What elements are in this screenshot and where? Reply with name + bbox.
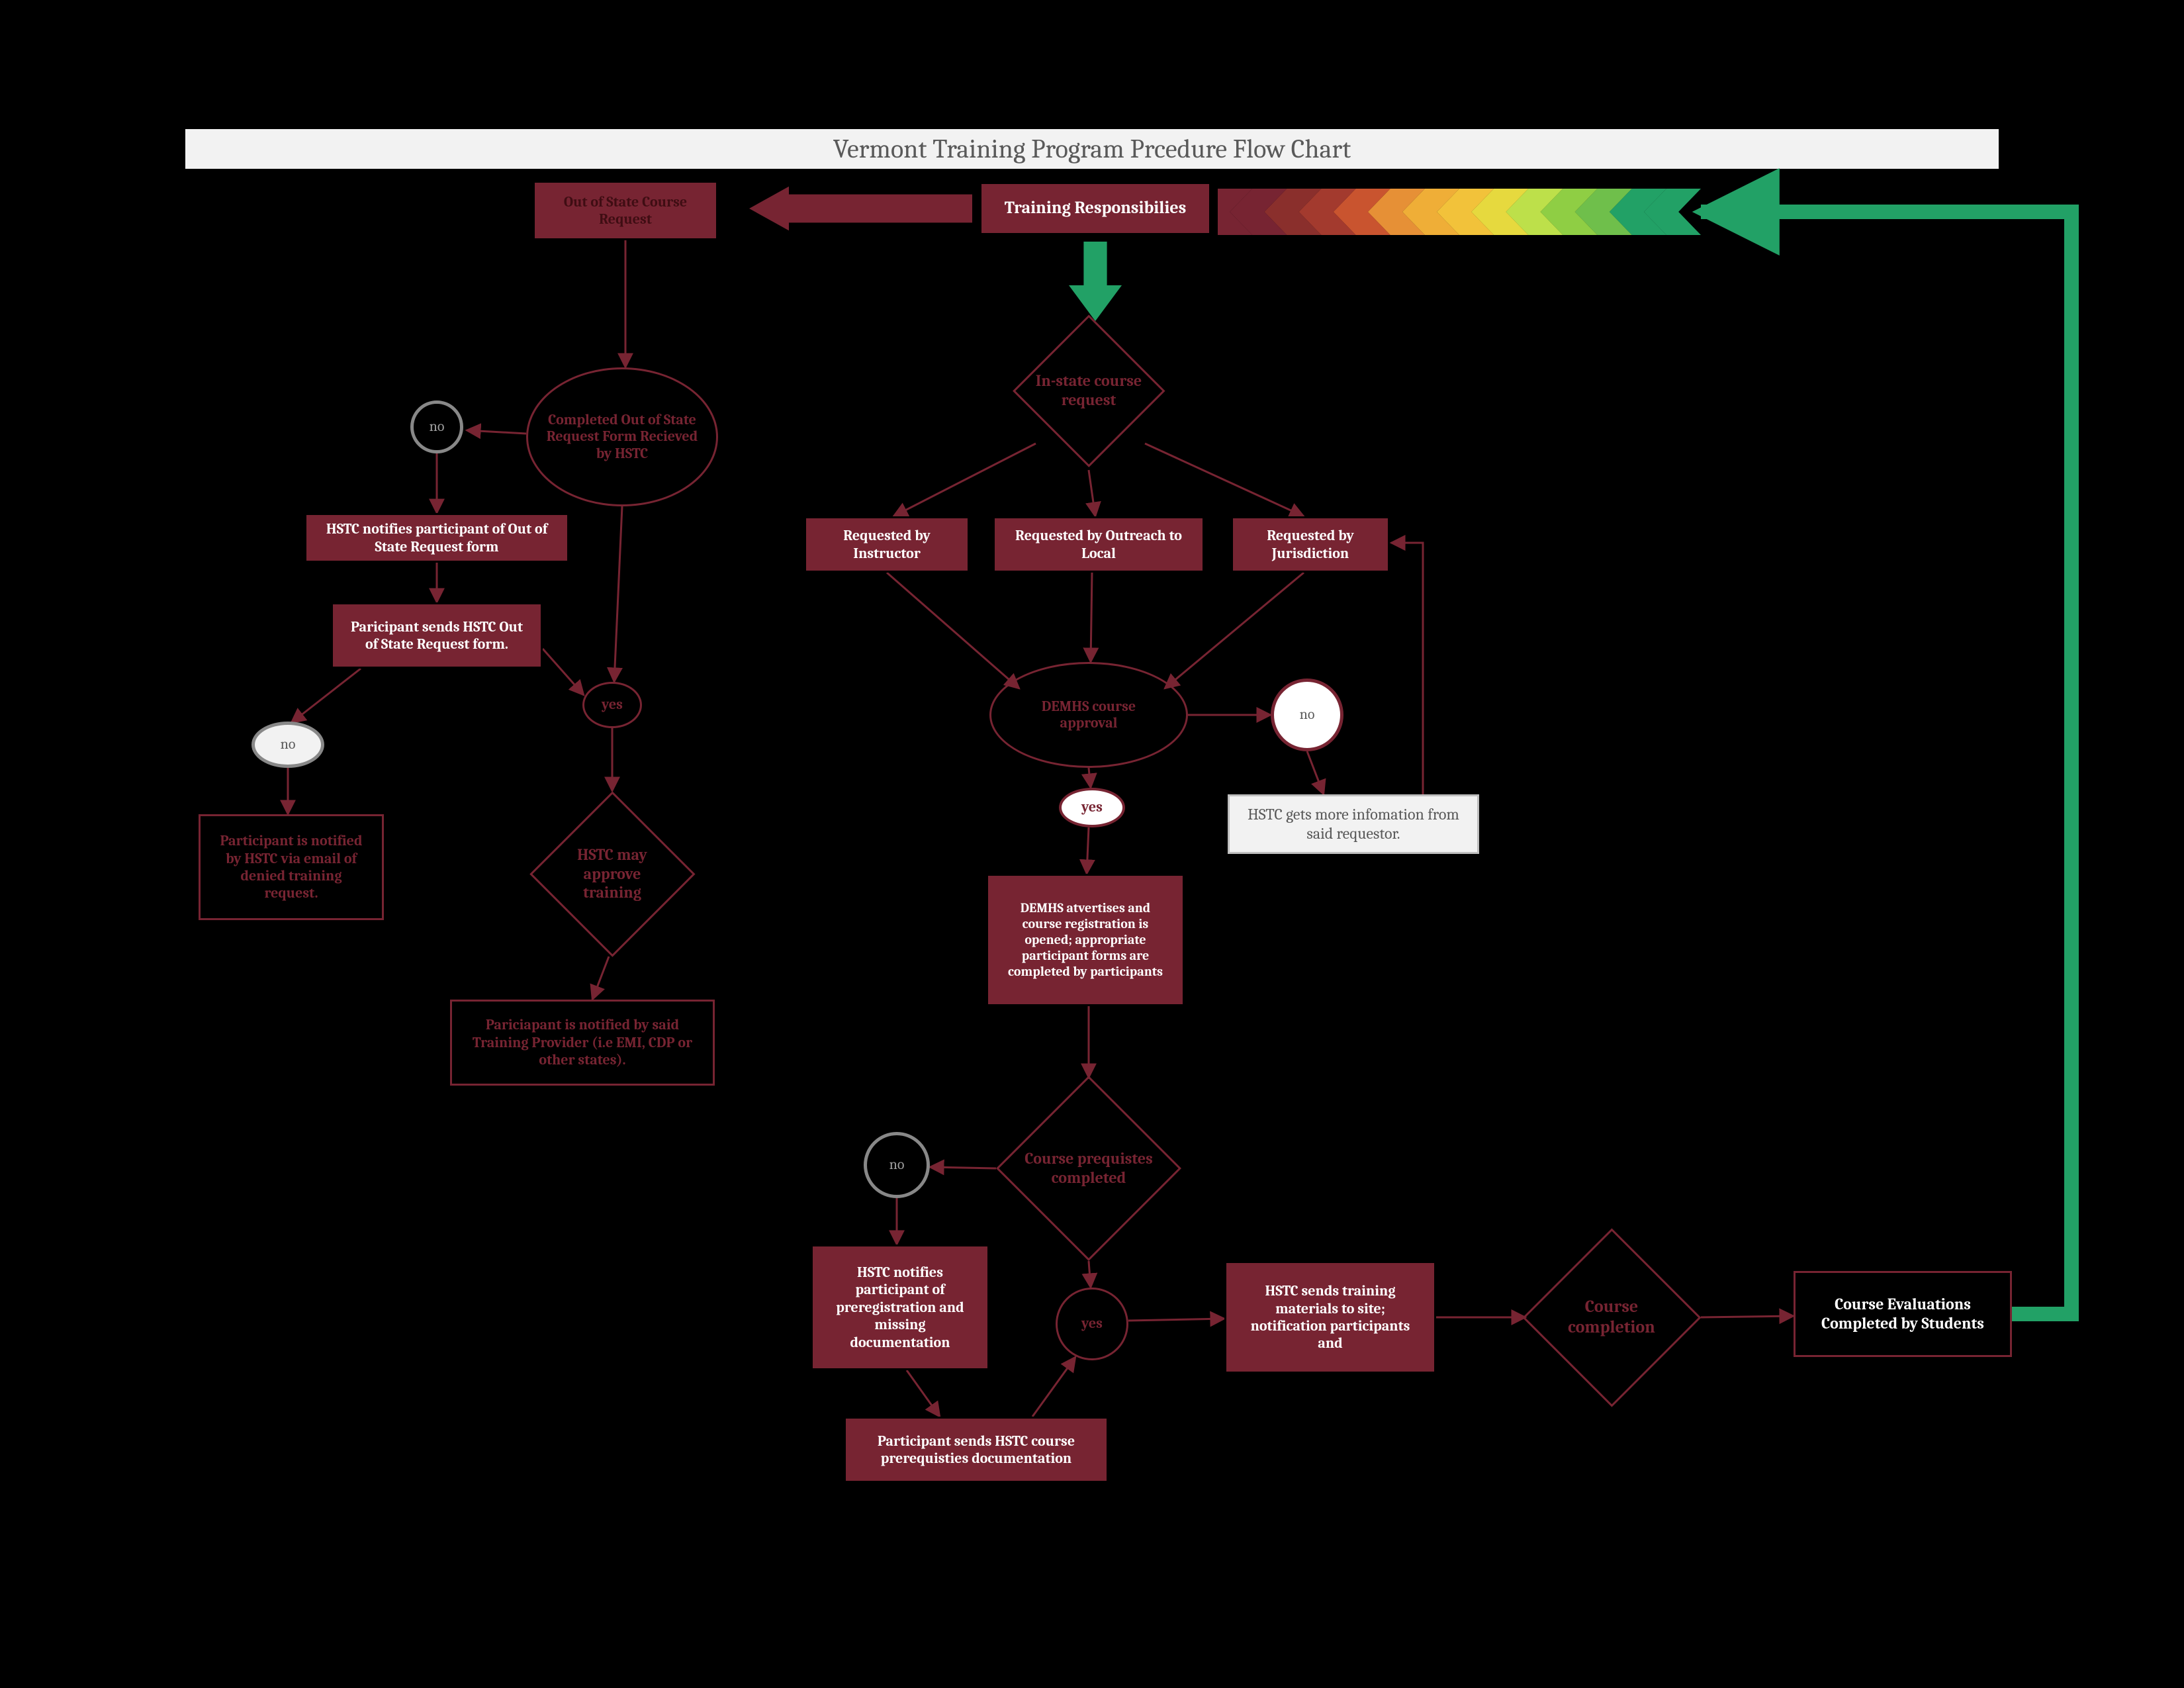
label: yes: [602, 696, 623, 713]
node-no-3: no: [1271, 679, 1343, 751]
label: Training Responsibilies: [1005, 198, 1186, 218]
node-yes-2: yes: [1059, 788, 1125, 827]
node-participant-sends-oos: Paricipant sends HSTC Out of State Reque…: [331, 602, 543, 669]
label: Course Evaluations Completed by Students: [1807, 1295, 1998, 1333]
node-demhs-advertises: DEMHS atvertises and course registration…: [986, 874, 1185, 1006]
label: Course prequistes completed: [1024, 1149, 1154, 1188]
title-text: Vermont Training Program Prcedure Flow C…: [833, 134, 1351, 164]
node-course-prereq: Course prequistes completed: [996, 1076, 1181, 1261]
node-training-responsibilities: Training Responsibilies: [979, 182, 1211, 235]
label: HSTC sends training materials to site; n…: [1238, 1282, 1422, 1352]
label: HSTC notifies participant of Out of Stat…: [318, 520, 555, 555]
node-no-2: no: [251, 722, 324, 768]
node-req-instructor: Requested by Instructor: [804, 516, 970, 573]
label: Paricipant sends HSTC Out of State Reque…: [345, 618, 529, 653]
label: Requested by Jurisdiction: [1245, 527, 1376, 562]
node-hstc-more-info: HSTC gets more infomation from said requ…: [1228, 794, 1479, 854]
label: Requested by Outreach to Local: [1007, 527, 1191, 562]
node-course-eval: Course Evaluations Completed by Students: [1794, 1271, 2012, 1357]
label: HSTC may approve training: [555, 845, 670, 902]
label: Completed Out of State Request Form Reci…: [528, 412, 716, 462]
node-no-4: no: [864, 1132, 930, 1198]
node-hstc-sends-materials: HSTC sends training materials to site; n…: [1224, 1261, 1436, 1374]
node-course-completion: Course completion: [1522, 1228, 1701, 1407]
big-arrow-left: [748, 185, 973, 232]
node-in-state-request: In-state course request: [1013, 314, 1165, 467]
node-yes-3: yes: [1056, 1288, 1128, 1360]
node-req-jurisdiction: Requested by Jurisdiction: [1231, 516, 1390, 573]
node-yes-1: yes: [582, 682, 642, 728]
label: yes: [1081, 1315, 1103, 1332]
title-bar: Vermont Training Program Prcedure Flow C…: [185, 129, 1999, 169]
label: Participant is notified by HSTC via emai…: [212, 832, 370, 902]
node-no-1: no: [410, 400, 463, 453]
label: DEMHS course approval: [991, 698, 1186, 732]
node-hstc-notifies-oos: HSTC notifies participant of Out of Stat…: [304, 513, 569, 563]
label: no: [281, 736, 296, 753]
flowchart-canvas: Vermont Training Program Prcedure Flow C…: [0, 0, 2184, 1688]
label: no: [889, 1156, 905, 1173]
node-notified-provider: Pariciapant is notified by said Training…: [450, 1000, 715, 1086]
chevron-row: [1218, 189, 1701, 235]
node-req-outreach: Requested by Outreach to Local: [993, 516, 1205, 573]
green-down-arrow: [1069, 242, 1122, 321]
node-out-of-state-request: Out of State Course Request: [533, 181, 718, 240]
label: yes: [1081, 799, 1103, 816]
label: HSTC notifies participant of preregistra…: [825, 1264, 976, 1351]
node-participant-sends-prereq: Participant sends HSTC course prerequist…: [844, 1417, 1109, 1483]
node-completed-form: Completed Out of State Request Form Reci…: [526, 367, 718, 506]
label: Participant sends HSTC course prerequist…: [858, 1432, 1095, 1468]
node-demhs-approval: DEMHS course approval: [989, 662, 1188, 768]
node-hstc-notifies-prereg: HSTC notifies participant of preregistra…: [811, 1244, 989, 1370]
label: DEMHS atvertises and course registration…: [1000, 900, 1171, 980]
node-hstc-may-approve: HSTC may approve training: [529, 791, 695, 957]
label: HSTC gets more infomation from said requ…: [1242, 805, 1465, 843]
label: In-state course request: [1036, 371, 1142, 410]
node-denied-email: Participant is notified by HSTC via emai…: [199, 814, 384, 920]
label: Requested by Instructor: [818, 527, 956, 562]
label: Course completion: [1549, 1297, 1674, 1338]
label: no: [430, 418, 445, 435]
label: Pariciapant is notified by said Training…: [464, 1016, 701, 1068]
label: Out of State Course Request: [547, 193, 704, 228]
label: no: [1300, 706, 1315, 723]
